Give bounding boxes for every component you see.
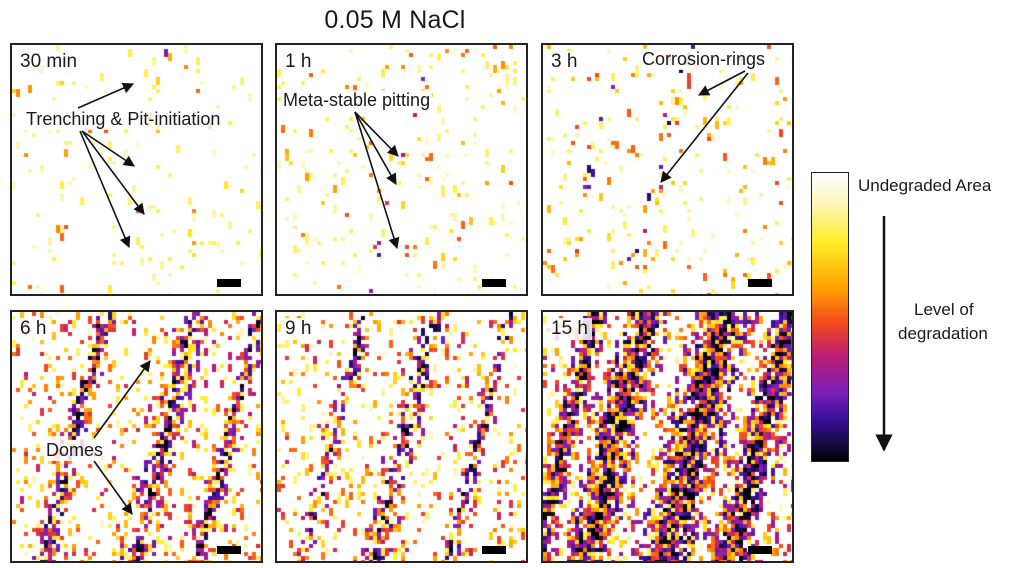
scale-bar	[482, 279, 506, 287]
annotation-trenching: Trenching & Pit-initiation	[24, 109, 223, 130]
colorbar-axis-label-line2: degradation	[898, 324, 988, 343]
map-panel-30min: 30 min	[10, 43, 263, 296]
scale-bar	[748, 279, 772, 287]
scale-bar	[217, 546, 241, 554]
colorbar-axis-label: Level of degradation	[858, 298, 1018, 346]
time-label-6h: 6 h	[16, 318, 51, 340]
time-label-15h: 15 h	[547, 318, 592, 340]
degradation-map-6h	[12, 312, 261, 561]
colorbar-axis-label-line1: Level of	[914, 300, 974, 319]
annotation-corrosion-rings: Corrosion-rings	[640, 49, 768, 70]
figure-title: 0.05 M NaCl	[324, 6, 466, 34]
time-label-30min: 30 min	[16, 51, 82, 73]
time-label-3h: 3 h	[547, 51, 582, 73]
map-panel-9h: 9 h	[275, 310, 528, 563]
degradation-map-3h	[543, 45, 792, 294]
time-label-1h: 1 h	[281, 51, 316, 73]
map-panel-1h: 1 h	[275, 43, 528, 296]
degradation-map-15h	[543, 312, 792, 561]
colorbar-top-label: Undegraded Area	[858, 176, 992, 195]
annotation-domes: Domes	[44, 440, 106, 461]
map-panel-6h: 6 h	[10, 310, 263, 563]
colorbar	[811, 172, 849, 462]
map-panel-15h: 15 h	[541, 310, 794, 563]
scale-bar	[748, 546, 772, 554]
map-panel-3h: 3 h	[541, 43, 794, 296]
scale-bar	[482, 546, 506, 554]
degradation-map-9h	[277, 312, 526, 561]
degradation-map-30min	[12, 45, 261, 294]
time-label-9h: 9 h	[281, 318, 316, 340]
scale-bar	[217, 279, 241, 287]
degradation-map-1h	[277, 45, 526, 294]
annotation-metastable-pitting: Meta-stable pitting	[281, 90, 433, 111]
